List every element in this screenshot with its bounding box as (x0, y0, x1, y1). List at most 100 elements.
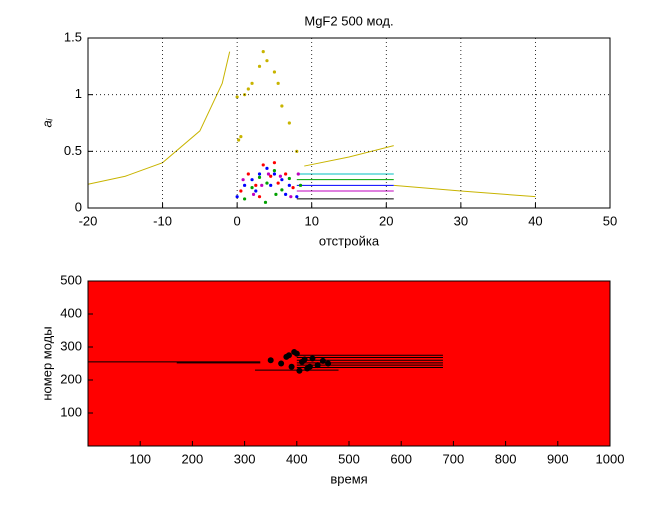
data-point (269, 183, 273, 187)
y-axis-label: номер моды (39, 326, 54, 400)
data-point (276, 81, 280, 85)
x-tick-label: 900 (547, 451, 569, 466)
data-point (261, 163, 265, 167)
data-point (257, 64, 262, 68)
data-point (285, 352, 292, 359)
data-point (287, 121, 291, 125)
x-tick-label: 800 (495, 451, 517, 466)
data-point (269, 174, 273, 178)
x-tick-label: 200 (182, 451, 204, 466)
x-tick-label: -20 (79, 213, 98, 228)
x-tick-label: 50 (603, 213, 617, 228)
x-tick-label: 300 (234, 451, 256, 466)
data-point (287, 183, 291, 187)
plot-area (88, 281, 610, 446)
y-axis-label: aᵢ (39, 118, 54, 127)
data-point (291, 348, 298, 355)
data-point (296, 367, 303, 374)
data-point (239, 189, 243, 193)
data-point (250, 178, 254, 182)
data-point (237, 138, 241, 142)
chart-title: MgF2 500 мод. (304, 13, 393, 28)
data-point (235, 95, 239, 99)
data-point (257, 175, 262, 179)
data-point (235, 195, 239, 199)
data-point (257, 172, 262, 176)
y-tick-label: 300 (60, 338, 82, 353)
data-point (280, 178, 284, 182)
data-point (272, 161, 277, 165)
data-point (243, 197, 247, 201)
data-point (325, 360, 332, 367)
data-point (272, 169, 277, 173)
y-tick-label: 100 (60, 404, 82, 419)
x-tick-label: -10 (153, 213, 172, 228)
axes-box (87, 37, 611, 209)
y-tick-label: 500 (60, 272, 82, 287)
data-point (251, 192, 256, 196)
data-point (243, 183, 247, 187)
data-point (267, 357, 274, 364)
y-tick-label: 1.5 (64, 29, 82, 44)
data-point (246, 172, 250, 176)
data-point (301, 356, 308, 363)
data-point (261, 50, 265, 54)
data-point (260, 183, 264, 187)
data-point (263, 200, 268, 204)
data-point (257, 195, 262, 199)
data-point (284, 172, 288, 176)
data-point (291, 186, 295, 190)
data-point (272, 172, 277, 176)
data-point (254, 183, 258, 187)
data-point (287, 176, 291, 181)
data-point (265, 166, 269, 170)
data-point (278, 360, 285, 367)
data-point (280, 104, 284, 108)
y-tick-label: 0 (75, 199, 82, 214)
x-tick-label: 600 (390, 451, 412, 466)
data-point (296, 172, 300, 176)
data-point (319, 357, 326, 364)
data-point (314, 362, 321, 369)
axes-box (87, 280, 611, 447)
x-tick-label: 500 (338, 451, 360, 466)
data-point (265, 59, 269, 63)
data-point (284, 192, 288, 196)
x-tick-label: 700 (443, 451, 465, 466)
data-point (295, 195, 299, 199)
x-tick-label: 30 (454, 213, 468, 228)
data-point (250, 186, 254, 190)
x-tick-label: 40 (528, 213, 542, 228)
data-point (274, 192, 278, 196)
x-tick-label: 10 (304, 213, 318, 228)
y-tick-label: 0.5 (64, 143, 82, 158)
y-tick-label: 400 (60, 305, 82, 320)
data-point (278, 174, 282, 178)
x-tick-label: 400 (286, 451, 308, 466)
x-tick-label: 100 (129, 451, 151, 466)
data-line (87, 51, 231, 185)
data-point (265, 181, 269, 185)
data-point (239, 135, 243, 139)
data-point (266, 172, 271, 176)
x-tick-label: 20 (379, 213, 393, 228)
data-point (306, 363, 313, 370)
data-point (250, 81, 254, 85)
x-axis-label: время (330, 471, 367, 486)
data-point (289, 195, 293, 199)
data-point (246, 87, 250, 91)
plot-area (88, 38, 610, 208)
data-point (309, 355, 316, 362)
data-point (298, 183, 303, 187)
data-point (280, 188, 284, 192)
x-axis-label: отстройка (319, 233, 380, 248)
data-line (304, 145, 394, 167)
x-tick-label: 0 (234, 213, 241, 228)
data-point (288, 363, 295, 370)
data-point (241, 178, 245, 182)
data-point (276, 181, 280, 185)
data-point (272, 70, 277, 74)
y-tick-label: 1 (75, 86, 82, 101)
y-tick-label: 200 (60, 371, 82, 386)
